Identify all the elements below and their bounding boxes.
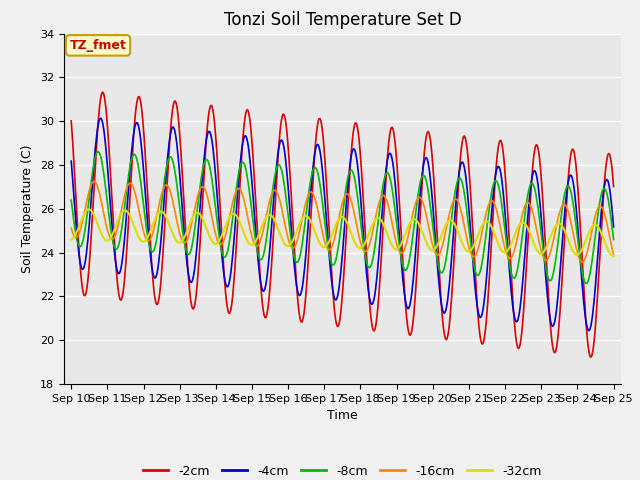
Line: -8cm: -8cm <box>71 152 614 283</box>
-32cm <box>388 241 396 247</box>
Line: -16cm: -16cm <box>71 181 614 262</box>
-4cm <box>561 211 568 216</box>
-8cm <box>67 197 75 203</box>
X-axis label: Time: Time <box>327 409 358 422</box>
Line: -4cm: -4cm <box>71 118 614 331</box>
-32cm <box>187 218 195 224</box>
Line: -2cm: -2cm <box>71 92 614 357</box>
-4cm <box>441 310 449 315</box>
-2cm <box>587 354 595 360</box>
-16cm <box>335 216 342 222</box>
Title: Tonzi Soil Temperature Set D: Tonzi Soil Temperature Set D <box>223 11 461 29</box>
-8cm <box>95 149 102 155</box>
-2cm <box>388 125 396 131</box>
-16cm <box>561 202 568 207</box>
-2cm <box>211 118 218 124</box>
-4cm <box>67 158 75 164</box>
-8cm <box>441 263 449 268</box>
-16cm <box>187 224 195 229</box>
-4cm <box>585 328 593 334</box>
-4cm <box>388 153 396 159</box>
-16cm <box>388 216 396 222</box>
-32cm <box>610 253 618 259</box>
-8cm <box>582 280 590 286</box>
Text: TZ_fmet: TZ_fmet <box>70 39 127 52</box>
-16cm <box>211 226 218 232</box>
-2cm <box>610 184 618 190</box>
-16cm <box>67 225 75 231</box>
-8cm <box>187 247 195 253</box>
-2cm <box>99 89 107 95</box>
-2cm <box>335 323 342 328</box>
-16cm <box>578 259 586 265</box>
-32cm <box>211 240 218 246</box>
-4cm <box>335 288 342 293</box>
-8cm <box>561 192 568 197</box>
-16cm <box>610 252 618 257</box>
-32cm <box>335 216 342 222</box>
-4cm <box>187 279 195 285</box>
-4cm <box>610 224 618 230</box>
-8cm <box>211 195 218 201</box>
-32cm <box>67 237 75 242</box>
-4cm <box>97 115 104 121</box>
Legend: -2cm, -4cm, -8cm, -16cm, -32cm: -2cm, -4cm, -8cm, -16cm, -32cm <box>138 460 547 480</box>
-32cm <box>561 228 568 234</box>
-8cm <box>388 181 396 187</box>
-8cm <box>610 237 618 242</box>
-4cm <box>211 158 218 164</box>
Line: -32cm: -32cm <box>71 209 614 256</box>
-16cm <box>90 179 98 184</box>
-32cm <box>441 224 449 230</box>
Y-axis label: Soil Temperature (C): Soil Temperature (C) <box>22 144 35 273</box>
-2cm <box>187 299 195 305</box>
-2cm <box>67 118 75 124</box>
-2cm <box>441 334 449 340</box>
-2cm <box>561 231 568 237</box>
-8cm <box>335 242 342 248</box>
-32cm <box>84 206 92 212</box>
-16cm <box>441 232 449 238</box>
